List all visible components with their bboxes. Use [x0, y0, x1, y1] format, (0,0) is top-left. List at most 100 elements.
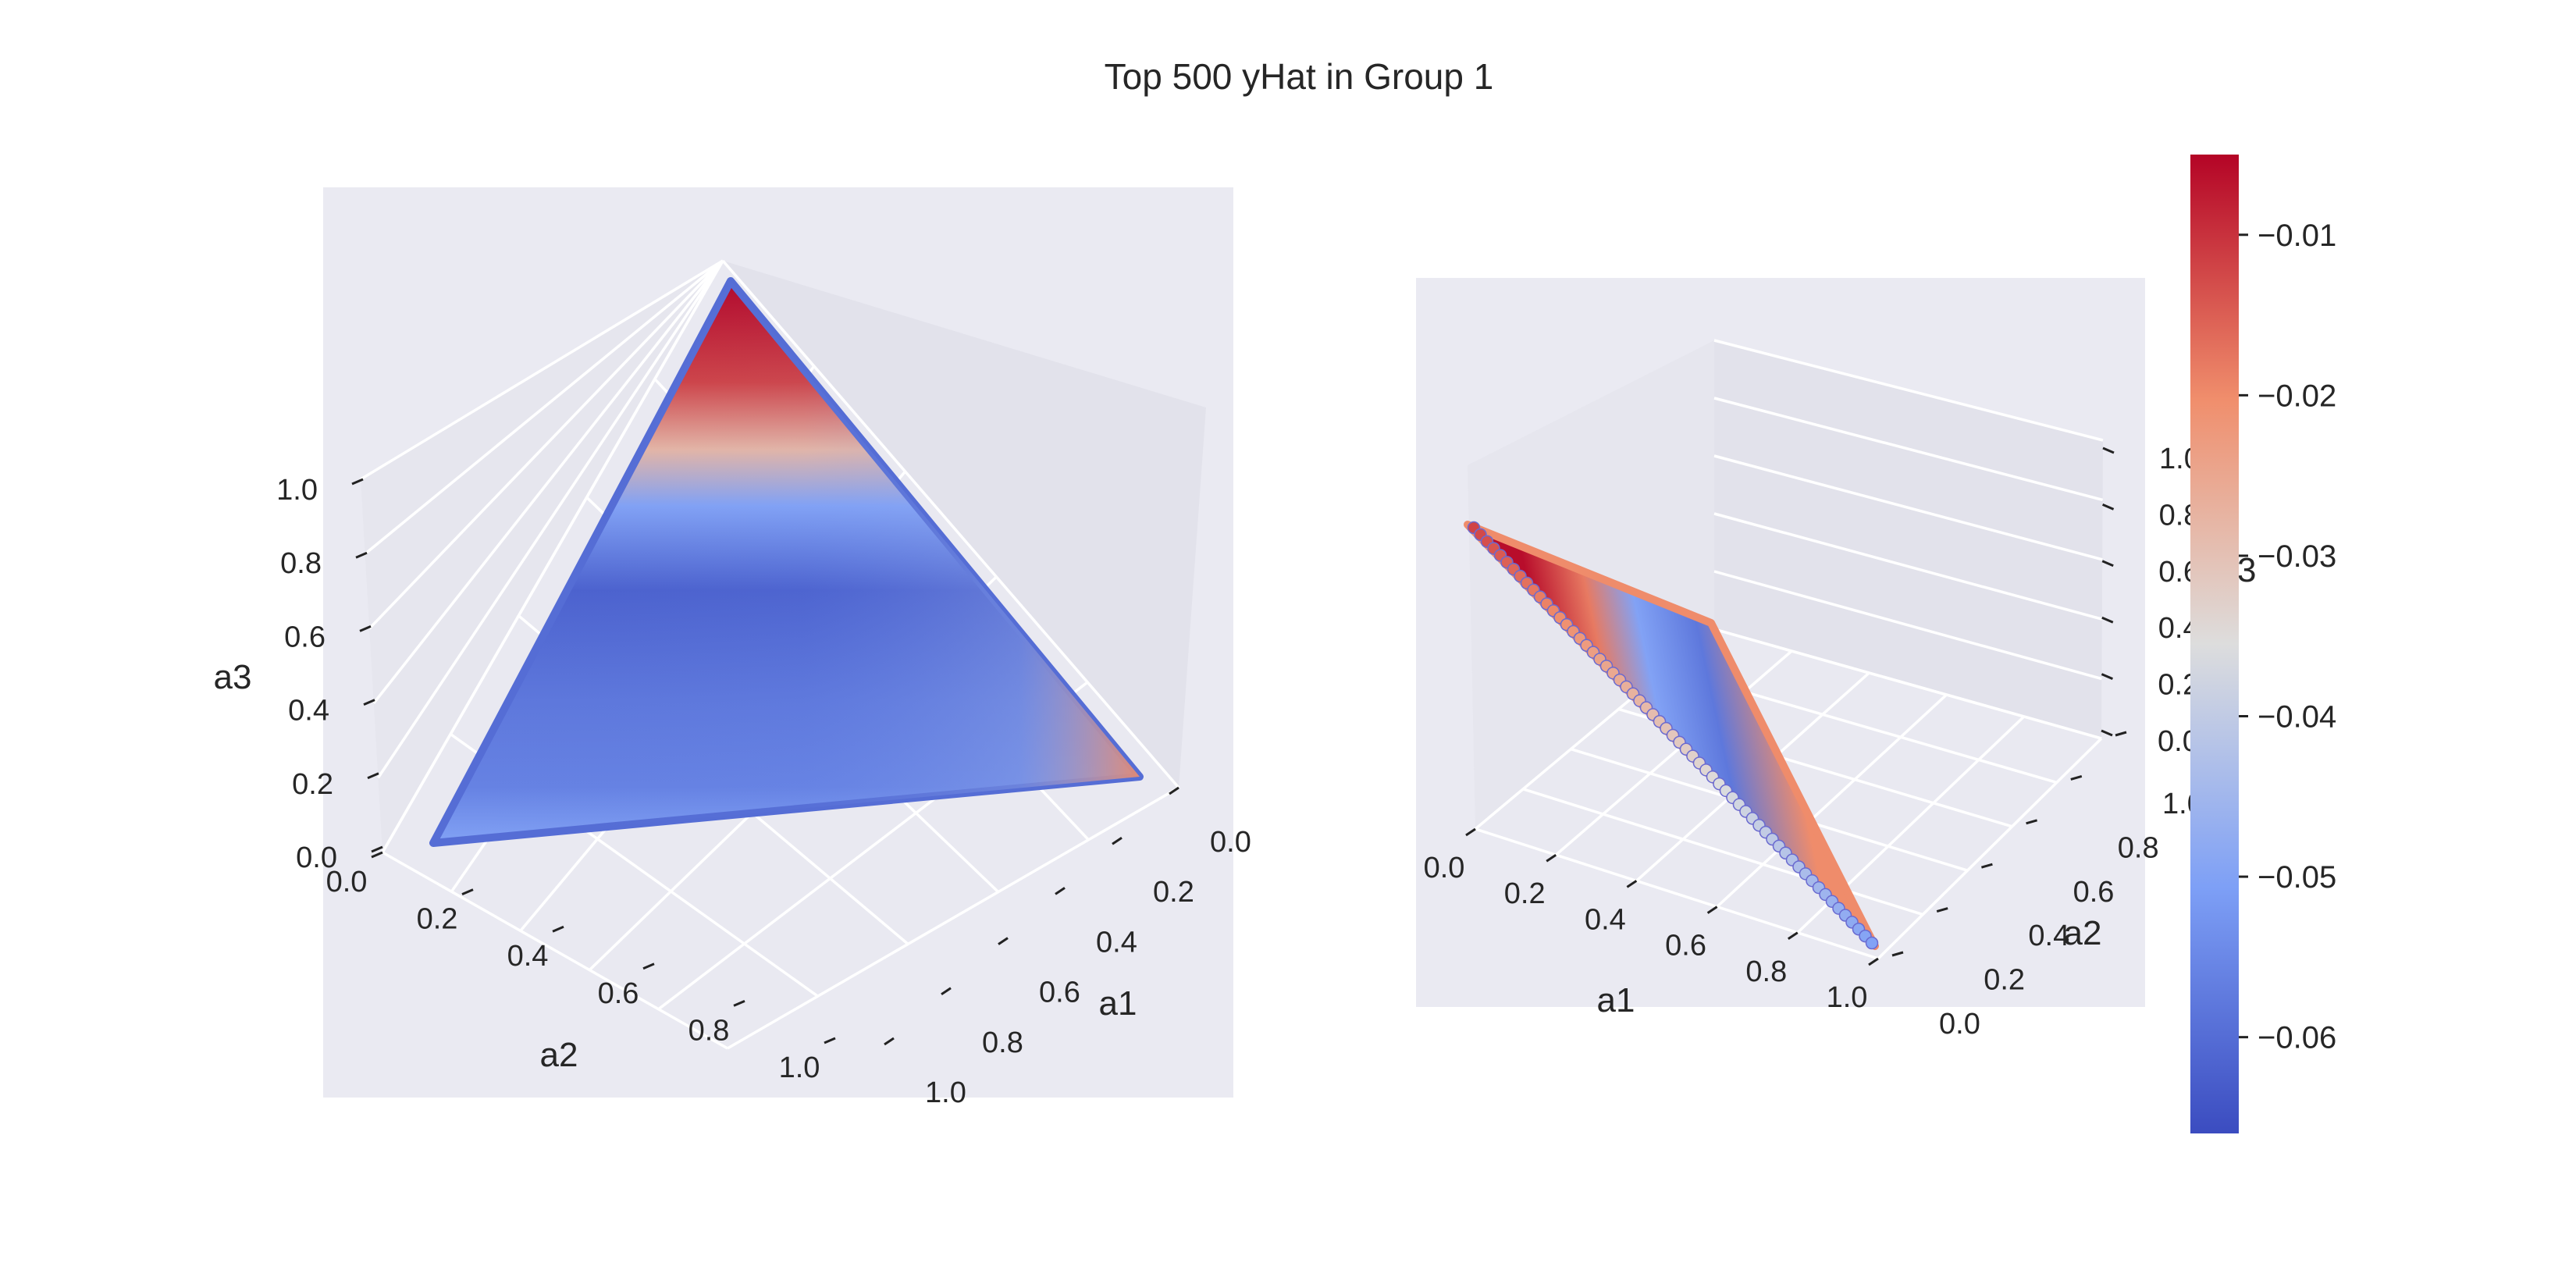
tick-mark: [2101, 616, 2114, 624]
tick-label: 0.4: [1585, 903, 1626, 936]
tick-mark: [355, 551, 368, 559]
gridline: [381, 260, 724, 853]
colorbar-tick-label: −0.05: [2258, 860, 2336, 895]
tick-mark: [2115, 731, 2127, 737]
gridline: [372, 259, 724, 704]
back-pane: [723, 261, 1206, 788]
colorbar: −0.01 −0.02 −0.03 −0.04 −0.05 −0.06: [2190, 155, 2336, 1133]
tick-label: 0.6: [2073, 876, 2115, 909]
colorbar-tick-label: −0.02: [2258, 379, 2336, 413]
tick-mark: [367, 772, 379, 780]
gridline: [1475, 827, 1879, 960]
tick-label: 1.0: [779, 1051, 820, 1084]
axis-label-a1: a1: [1597, 981, 1635, 1019]
gridline: [1713, 628, 2102, 740]
axis-label-a1: a1: [1099, 984, 1137, 1023]
tick-label: 0.0: [1939, 1008, 1980, 1041]
tick-label: 0.8: [1745, 955, 1787, 988]
tick-mark: [371, 851, 383, 859]
tick-label: 0.4: [1096, 926, 1137, 959]
axis-label-a2: a2: [2064, 914, 2102, 952]
tick-mark: [2101, 729, 2113, 737]
back-pane: [361, 261, 723, 852]
tick-label: 0.8: [2118, 831, 2159, 864]
tick-mark: [1626, 880, 1638, 888]
tick-label: 0.8: [280, 547, 322, 580]
tick-mark: [1891, 951, 1904, 957]
colorbar-tick-label: −0.04: [2258, 700, 2336, 735]
back-pane: [1714, 340, 2103, 738]
left-3d-scatter-panel: 0.0 0.2 0.4 0.6 0.8 1.0 0.0 0.2 0.4 0.6 0.8 1.0 0.0 0…: [214, 187, 1251, 1109]
tick-mark: [2102, 447, 2115, 454]
gridline: [1522, 788, 1923, 916]
tick-mark: [998, 937, 1009, 945]
tick-mark: [363, 699, 375, 706]
tick-mark: [1546, 853, 1557, 863]
tick-mark: [2101, 560, 2114, 568]
gridline: [1716, 693, 1948, 908]
tick-mark: [1055, 887, 1066, 895]
tick-mark: [1706, 906, 1718, 914]
tick-label: 1.0: [925, 1076, 966, 1109]
tick-label: 0.6: [1665, 930, 1706, 962]
gridline: [376, 260, 724, 779]
colorbar-tick-label: −0.03: [2258, 539, 2336, 574]
tick-mark: [1936, 907, 1948, 913]
tick-label: 0.2: [1504, 877, 1546, 910]
tick-mark: [733, 1000, 745, 1007]
gridline: [1713, 397, 2104, 502]
tick-label: 0.2: [417, 903, 458, 936]
gridline: [721, 259, 1180, 789]
tick-label: 1.0: [1827, 981, 1868, 1014]
tick-mark: [2026, 819, 2038, 825]
gridline: [1713, 454, 2103, 561]
tick-label: 0.6: [284, 621, 326, 653]
tick-mark: [371, 845, 383, 853]
gridline: [1877, 737, 2103, 960]
tick-mark: [2101, 673, 2113, 680]
tick-mark: [359, 625, 372, 632]
tick-mark: [461, 888, 474, 895]
tick-label: 0.8: [688, 1014, 730, 1047]
tick-mark: [1465, 827, 1476, 837]
scatter-point: [1865, 936, 1879, 950]
tick-mark: [552, 925, 564, 933]
colorbar-gradient: [2190, 155, 2239, 1133]
tick-mark: [642, 962, 655, 970]
tick-label: 1.0: [276, 474, 318, 507]
tick-mark: [1112, 836, 1123, 845]
tick-label: 0.8: [982, 1026, 1023, 1059]
tick-label: 0.2: [1984, 964, 2025, 997]
tick-mark: [2102, 503, 2115, 511]
tick-mark: [2070, 774, 2083, 781]
axis-label-a3: a3: [214, 658, 252, 696]
tick-label: 0.0: [296, 841, 337, 874]
tick-label: 0.6: [598, 977, 639, 1010]
tick-mark: [1980, 863, 1993, 869]
gridline: [368, 259, 724, 630]
tick-label: 0.4: [288, 695, 329, 728]
gridline: [382, 851, 728, 1050]
gridline: [1713, 570, 2102, 681]
tick-mark: [1787, 931, 1799, 941]
colorbar-tick-label: −0.06: [2258, 1021, 2336, 1055]
tick-label: 0.2: [292, 768, 333, 801]
tick-mark: [1169, 786, 1179, 795]
tick-label: 0.0: [326, 866, 368, 898]
tick-label: 0.4: [2028, 920, 2069, 952]
gridline: [360, 259, 724, 481]
right-3d-scatter-panel: 0.00.20.40.60.81.00.00.20.40.60.81.00.00…: [1416, 278, 2256, 1041]
gridline: [364, 259, 724, 555]
colorbar-tick-label: −0.01: [2258, 219, 2336, 253]
tick-label: 0.0: [1424, 852, 1465, 884]
gridline: [1555, 649, 1793, 856]
axis-label-a2: a2: [540, 1036, 578, 1074]
tick-mark: [941, 987, 952, 996]
tick-mark: [884, 1037, 895, 1046]
gridline: [1713, 512, 2103, 621]
tick-mark: [351, 478, 364, 486]
gridline: [1713, 339, 2104, 442]
simplex-surface: [433, 281, 1140, 843]
gridline: [727, 786, 1179, 1050]
